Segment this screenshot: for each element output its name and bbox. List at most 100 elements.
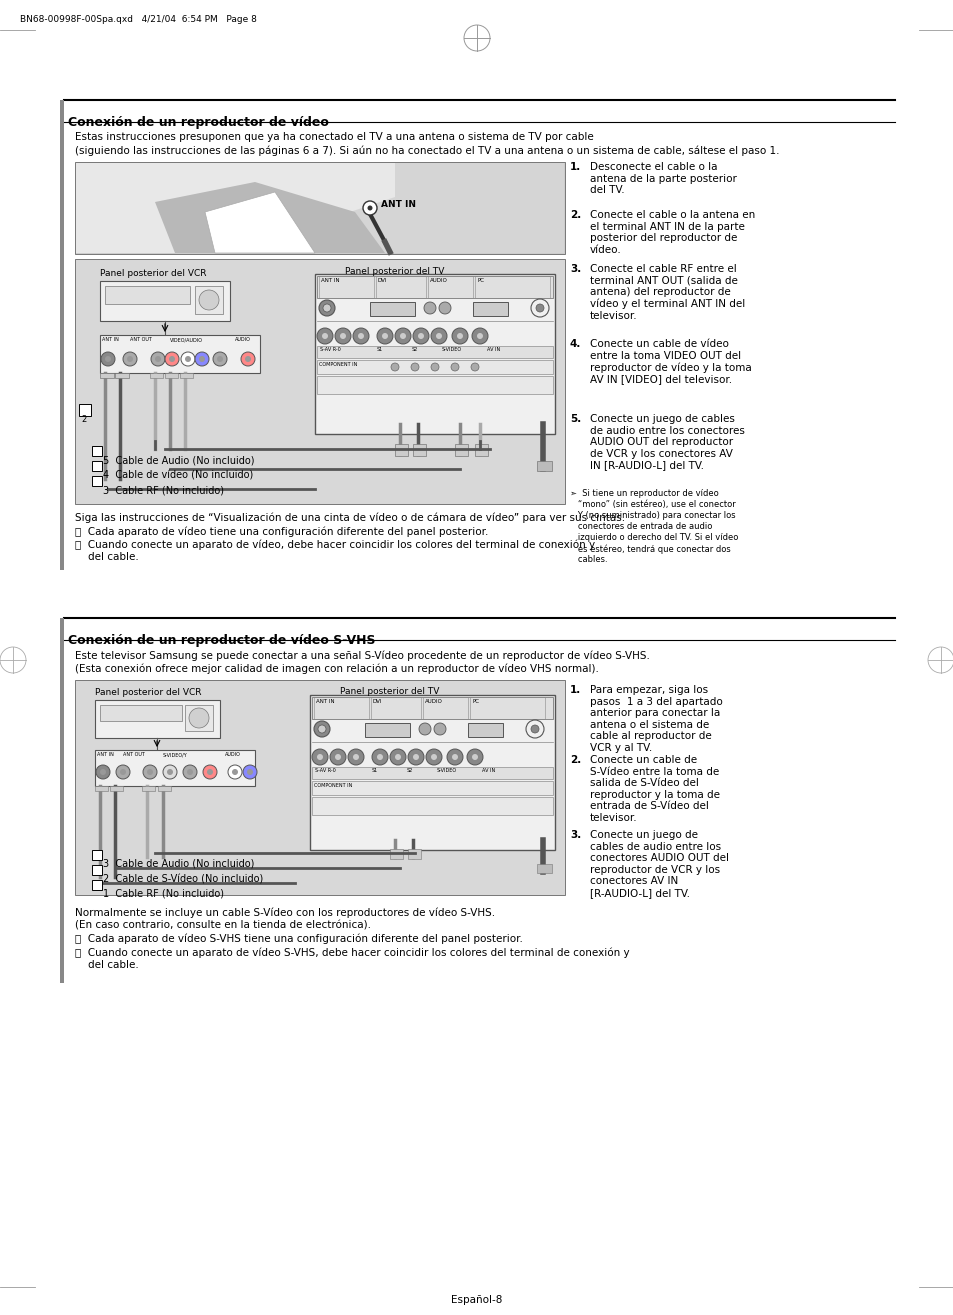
- Circle shape: [183, 765, 196, 778]
- Bar: [470, 697, 544, 719]
- Circle shape: [116, 765, 130, 778]
- Text: AV IN: AV IN: [486, 347, 499, 352]
- Circle shape: [322, 333, 328, 339]
- Text: COMPONENT IN: COMPONENT IN: [318, 362, 357, 367]
- Circle shape: [143, 765, 157, 778]
- Text: 3  Cable de Audio (No incluido): 3 Cable de Audio (No incluido): [103, 859, 254, 869]
- Text: Conexión de un reproductor de vídeo S-VHS: Conexión de un reproductor de vídeo S-VH…: [68, 634, 375, 647]
- Circle shape: [245, 356, 251, 362]
- Text: COMPONENT IN: COMPONENT IN: [314, 782, 352, 788]
- Circle shape: [127, 356, 132, 362]
- Bar: [75, 259, 564, 504]
- Bar: [314, 274, 555, 434]
- Text: VIDEO/AUDIO: VIDEO/AUDIO: [170, 337, 203, 342]
- Bar: [158, 786, 171, 792]
- Circle shape: [472, 753, 477, 760]
- Circle shape: [436, 333, 441, 339]
- Text: del cable.: del cable.: [75, 552, 138, 562]
- Bar: [312, 797, 553, 815]
- Circle shape: [339, 333, 346, 339]
- Circle shape: [467, 750, 482, 765]
- Bar: [100, 705, 182, 721]
- Text: S-VIDEO: S-VIDEO: [441, 347, 461, 352]
- Circle shape: [323, 304, 331, 312]
- Circle shape: [452, 753, 457, 760]
- Text: S2: S2: [407, 768, 413, 773]
- Text: 3  Cable RF (No incluido): 3 Cable RF (No incluido): [103, 485, 224, 494]
- Bar: [79, 404, 91, 416]
- Circle shape: [426, 750, 441, 765]
- Text: Conecte el cable o la antena en
el terminal ANT IN de la parte
posterior del rep: Conecte el cable o la antena en el termi…: [589, 210, 755, 255]
- Circle shape: [423, 302, 436, 314]
- Circle shape: [348, 750, 364, 765]
- Text: 2: 2: [81, 416, 86, 423]
- Circle shape: [456, 333, 462, 339]
- Bar: [165, 373, 178, 377]
- Bar: [105, 285, 190, 304]
- Circle shape: [147, 769, 152, 775]
- Text: Conecte el cable RF entre el
terminal ANT OUT (salida de
antena) del reproductor: Conecte el cable RF entre el terminal AN…: [589, 264, 744, 321]
- Text: AUDIO: AUDIO: [424, 700, 442, 704]
- Text: Y (no suministrado) para conectar los: Y (no suministrado) para conectar los: [569, 512, 735, 519]
- Circle shape: [100, 769, 106, 775]
- Text: 3.: 3.: [569, 830, 580, 840]
- Text: ANT IN: ANT IN: [97, 752, 113, 757]
- Text: Conecte un cable de vídeo
entre la toma VIDEO OUT del
reproductor de vídeo y la : Conecte un cable de vídeo entre la toma …: [589, 339, 751, 384]
- Text: PC: PC: [477, 277, 484, 283]
- Text: AUDIO: AUDIO: [430, 277, 447, 283]
- Text: ⟢  Cuando conecte un aparato de vídeo S-VHS, debe hacer coincidir los colores de: ⟢ Cuando conecte un aparato de vídeo S-V…: [75, 947, 629, 957]
- Circle shape: [353, 753, 358, 760]
- Circle shape: [476, 333, 482, 339]
- Text: (En caso contrario, consulte en la tienda de electrónica).: (En caso contrario, consulte en la tiend…: [75, 920, 371, 931]
- Text: Panel posterior del VCR: Panel posterior del VCR: [95, 688, 201, 697]
- Text: Panel posterior del VCR: Panel posterior del VCR: [100, 270, 206, 277]
- Bar: [375, 276, 426, 299]
- Text: Siga las instrucciones de “Visualización de una cinta de vídeo o de cámara de ví: Siga las instrucciones de “Visualización…: [75, 512, 624, 522]
- Circle shape: [316, 327, 333, 345]
- Circle shape: [431, 363, 438, 371]
- Circle shape: [232, 769, 237, 775]
- Text: S-AV R-0: S-AV R-0: [319, 347, 340, 352]
- Text: AV IN: AV IN: [481, 768, 495, 773]
- Text: “mono” (sin estéreo), use el conector: “mono” (sin estéreo), use el conector: [569, 500, 735, 509]
- Circle shape: [335, 753, 340, 760]
- Circle shape: [241, 352, 254, 366]
- Circle shape: [395, 327, 411, 345]
- Circle shape: [317, 725, 326, 732]
- Bar: [314, 697, 369, 719]
- Bar: [422, 697, 468, 719]
- Bar: [475, 276, 550, 299]
- Circle shape: [376, 753, 382, 760]
- Circle shape: [413, 327, 429, 345]
- Text: Conecte un juego de cables
de audio entre los conectores
AUDIO OUT del reproduct: Conecte un juego de cables de audio entr…: [589, 414, 744, 471]
- Bar: [91, 849, 102, 860]
- Circle shape: [101, 352, 115, 366]
- Bar: [60, 100, 64, 569]
- Circle shape: [353, 327, 369, 345]
- Bar: [455, 444, 468, 456]
- Circle shape: [471, 363, 478, 371]
- Circle shape: [167, 769, 172, 775]
- Circle shape: [531, 725, 538, 732]
- Bar: [150, 373, 163, 377]
- Text: ⟢  Cada aparato de vídeo S-VHS tiene una configuración diferente del panel poste: ⟢ Cada aparato de vídeo S-VHS tiene una …: [75, 934, 522, 944]
- Circle shape: [438, 302, 451, 314]
- Bar: [395, 444, 408, 456]
- Circle shape: [536, 304, 543, 312]
- Text: ⟢  Cada aparato de vídeo tiene una configuración diferente del panel posterior.: ⟢ Cada aparato de vídeo tiene una config…: [75, 526, 488, 537]
- Circle shape: [199, 291, 219, 310]
- Circle shape: [391, 363, 398, 371]
- Text: ANT IN: ANT IN: [320, 277, 339, 283]
- Text: 5  Cable de Audio (No incluido): 5 Cable de Audio (No incluido): [103, 455, 254, 466]
- Circle shape: [187, 769, 193, 775]
- Circle shape: [199, 356, 205, 362]
- Text: DVI: DVI: [373, 700, 382, 704]
- Circle shape: [207, 769, 213, 775]
- Circle shape: [213, 352, 227, 366]
- Circle shape: [194, 352, 209, 366]
- Text: 4  Cable de vídeo (No incluido): 4 Cable de vídeo (No incluido): [103, 469, 253, 480]
- Bar: [91, 446, 102, 456]
- Bar: [60, 618, 64, 984]
- Bar: [100, 281, 230, 321]
- Bar: [310, 696, 555, 849]
